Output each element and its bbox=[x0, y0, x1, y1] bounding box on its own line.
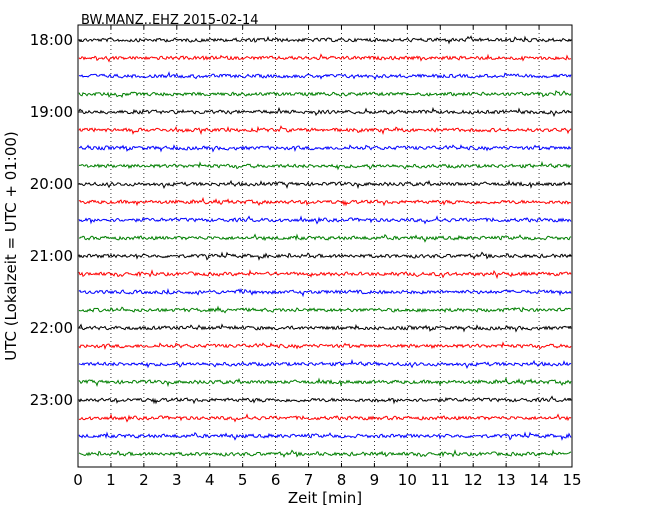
x-tick-label-1: 1 bbox=[106, 471, 116, 489]
x-tick-label-9: 9 bbox=[370, 471, 380, 489]
trace-2330 bbox=[78, 431, 572, 441]
x-axis-ticks: 0 1 2 3 4 5 6 7 8 9 10 11 12 13 14 15 bbox=[73, 25, 582, 489]
chart-title: BW.MANZ..EHZ 2015-02-14 bbox=[81, 13, 259, 28]
x-tick-label-6: 6 bbox=[271, 471, 281, 489]
y-tick-label-2200: 22:00 bbox=[30, 319, 73, 337]
trace-2345 bbox=[78, 449, 572, 458]
trace-1930 bbox=[78, 144, 572, 153]
trace-2100 bbox=[78, 251, 572, 261]
trace-2245 bbox=[78, 376, 572, 388]
plot-frame bbox=[77, 24, 573, 468]
y-axis-label: UTC (Lokalzeit = UTC + 01:00) bbox=[2, 131, 20, 361]
trace-2200 bbox=[78, 323, 572, 333]
y-tick-label-2100: 21:00 bbox=[30, 247, 73, 265]
seismic-traces bbox=[78, 35, 572, 458]
x-tick-label-4: 4 bbox=[205, 471, 215, 489]
vertical-grid-lines bbox=[110, 25, 540, 467]
x-tick-label-7: 7 bbox=[304, 471, 314, 489]
trace-2045 bbox=[78, 233, 572, 243]
trace-2145 bbox=[78, 305, 572, 314]
y-tick-label-2000: 20:00 bbox=[30, 175, 73, 193]
x-tick-label-5: 5 bbox=[238, 471, 248, 489]
trace-2030 bbox=[78, 215, 572, 225]
y-axis-ticks: 18:00 19:00 20:00 21:00 22:00 23:00 bbox=[30, 31, 572, 409]
trace-1830 bbox=[78, 71, 572, 81]
x-tick-label-12: 12 bbox=[464, 471, 483, 489]
trace-2115 bbox=[78, 269, 572, 280]
x-tick-label-15: 15 bbox=[562, 471, 581, 489]
x-tick-label-0: 0 bbox=[73, 471, 83, 489]
trace-1815 bbox=[78, 53, 572, 63]
trace-1915 bbox=[78, 125, 572, 135]
y-tick-label-1800: 18:00 bbox=[30, 31, 73, 49]
trace-1900 bbox=[78, 106, 572, 118]
trace-1845 bbox=[78, 90, 572, 98]
y-tick-label-1900: 19:00 bbox=[30, 103, 73, 121]
x-axis-label: Zeit [min] bbox=[288, 489, 362, 507]
trace-2230 bbox=[78, 358, 572, 369]
x-tick-label-10: 10 bbox=[398, 471, 417, 489]
x-tick-label-8: 8 bbox=[337, 471, 347, 489]
x-tick-label-2: 2 bbox=[139, 471, 149, 489]
x-tick-label-13: 13 bbox=[497, 471, 516, 489]
trace-2315 bbox=[78, 413, 572, 423]
x-tick-label-14: 14 bbox=[530, 471, 549, 489]
x-tick-label-3: 3 bbox=[172, 471, 182, 489]
trace-2000 bbox=[78, 179, 572, 190]
trace-2130 bbox=[78, 287, 572, 298]
trace-1800 bbox=[78, 35, 572, 45]
x-tick-label-11: 11 bbox=[431, 471, 450, 489]
trace-2215 bbox=[78, 341, 572, 351]
y-tick-label-2300: 23:00 bbox=[30, 391, 73, 409]
trace-1945 bbox=[78, 160, 572, 171]
trace-2015 bbox=[78, 196, 572, 207]
trace-2300 bbox=[78, 395, 572, 405]
